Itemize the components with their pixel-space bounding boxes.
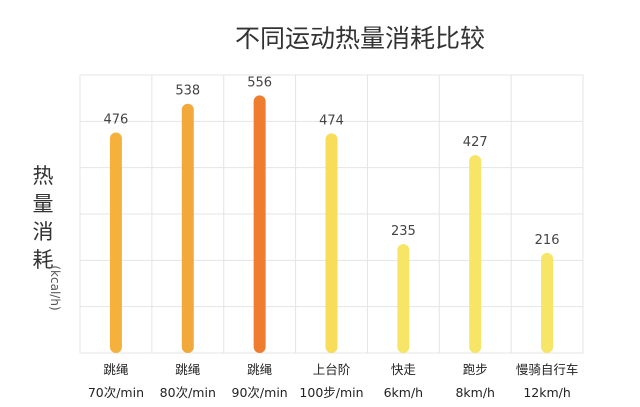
y-axis-label-char: 量 [33, 192, 54, 216]
value-label: 538 [175, 84, 200, 99]
category-name: 跳绳 [175, 362, 200, 377]
category-name: 跳绳 [247, 362, 272, 377]
category-detail: 12km/h [523, 385, 570, 400]
value-label: 476 [104, 112, 129, 127]
y-axis-label-char: 耗 [33, 248, 54, 272]
category-labels: 跳绳 70次/min 跳绳 80次/min 跳绳 90次/min 上台阶 100步/min 快走… [88, 362, 579, 400]
category-detail: 100步/min [299, 385, 363, 400]
category-detail: 80次/min [160, 385, 216, 400]
value-label: 235 [391, 224, 416, 239]
category-detail: 70次/min [88, 385, 144, 400]
bar [541, 252, 554, 353]
chart-title: 不同运动热量消耗比较 [235, 24, 485, 53]
y-axis-unit: (kcal/h) [48, 265, 62, 310]
value-label: 427 [463, 135, 488, 150]
y-axis-label-char: 热 [33, 164, 54, 188]
value-labels: 476 538 556 474 235 427 216 [104, 75, 560, 248]
bar [469, 155, 482, 353]
value-label: 474 [319, 113, 344, 128]
bar [397, 244, 410, 353]
bar [325, 133, 338, 353]
category-name: 慢骑自行车 [516, 362, 579, 377]
category-name: 快走 [391, 362, 417, 377]
category-detail: 6km/h [384, 385, 424, 400]
category-name: 跳绳 [103, 362, 128, 377]
value-label: 216 [535, 233, 560, 248]
y-axis-label-char: 消 [33, 220, 54, 244]
category-detail: 8km/h [455, 385, 495, 400]
bar [181, 103, 194, 353]
bar [253, 95, 266, 354]
value-label: 556 [247, 75, 272, 90]
category-name: 上台阶 [313, 362, 351, 377]
bar [109, 132, 122, 353]
y-axis-label: 热量消耗 [33, 164, 54, 272]
category-name: 跑步 [463, 362, 488, 377]
category-detail: 90次/min [232, 385, 288, 400]
bars [109, 95, 554, 354]
